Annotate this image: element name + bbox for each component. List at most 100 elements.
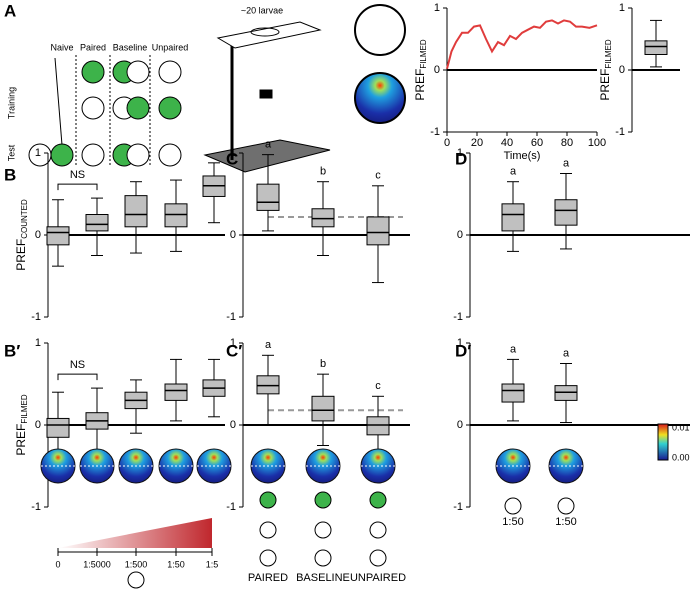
x-tick-label: 80 — [561, 137, 573, 149]
colorbar — [657, 423, 669, 461]
group-label: a — [510, 166, 517, 178]
concentration-wedge — [58, 518, 212, 548]
dish — [81, 96, 105, 120]
column-label: Unpaired — [152, 42, 189, 52]
bracket-label: NS — [70, 169, 85, 181]
category-label: PAIRED — [248, 572, 288, 584]
y-tick-label: 1 — [619, 2, 625, 14]
box — [554, 199, 578, 226]
dish — [369, 491, 387, 509]
category-label: 1:50 — [502, 516, 523, 528]
panel-letter: B′ — [4, 341, 20, 360]
box — [501, 203, 525, 232]
box — [644, 40, 668, 56]
x-tick-label: 100 — [588, 137, 606, 149]
heatmap — [354, 72, 406, 124]
box — [366, 216, 390, 246]
box — [256, 183, 280, 211]
y-tick-label: -1 — [615, 126, 625, 138]
dish — [158, 96, 182, 120]
dish — [127, 571, 145, 589]
box — [164, 383, 188, 401]
column-label: Naive — [50, 42, 73, 52]
y-tick-label: 1 — [434, 2, 440, 14]
bracket — [57, 183, 98, 191]
y-tick-label: -1 — [430, 126, 440, 138]
panel-letter: D — [455, 149, 467, 168]
y-axis-label-sub: FILMED — [604, 39, 613, 69]
dish — [314, 491, 332, 509]
box — [311, 395, 335, 422]
row-label: Test — [6, 144, 16, 161]
box — [164, 203, 188, 228]
y-tick-label: 0 — [434, 64, 440, 76]
y-axis-label: PREFFILMED — [598, 39, 613, 101]
panel-letter: A — [4, 1, 16, 20]
category-label: 1:50 — [555, 516, 576, 528]
dish — [81, 60, 105, 84]
dish — [314, 549, 332, 567]
y-tick-label: 0 — [35, 229, 41, 241]
track-plot — [354, 4, 406, 56]
box — [501, 383, 525, 403]
box — [554, 385, 578, 401]
y-axis-label: PREFFILMED — [413, 39, 428, 101]
group-label: b — [320, 358, 326, 370]
category-label: UNPAIRED — [350, 572, 406, 584]
y-tick-label: 1 — [35, 337, 41, 349]
y-tick-label: 1 — [35, 147, 41, 159]
y-tick-label: -1 — [226, 311, 236, 323]
y-tick-label: 1 — [230, 147, 236, 159]
box — [256, 375, 280, 395]
dish — [259, 491, 277, 509]
bracket — [57, 373, 98, 381]
dish — [50, 143, 74, 167]
group-label: a — [265, 339, 272, 351]
dish — [259, 521, 277, 539]
dish — [158, 143, 182, 167]
box — [46, 417, 70, 438]
box — [124, 195, 148, 228]
y-tick-label: -1 — [31, 311, 41, 323]
y-axis-label-main: PREF — [413, 69, 427, 101]
column-label: Baseline — [113, 42, 148, 52]
panel-letter: D′ — [455, 341, 471, 360]
dish — [259, 549, 277, 567]
y-axis-label-main: PREF — [14, 239, 28, 271]
group-label: c — [375, 380, 381, 392]
group-label: c — [375, 170, 381, 182]
y-axis-label: PREFCOUNTED — [14, 199, 29, 271]
group-label: b — [320, 166, 326, 178]
group-label: a — [563, 157, 570, 169]
y-tick-label: 0 — [619, 64, 625, 76]
y-tick-label: 0 — [457, 229, 463, 241]
dish — [369, 521, 387, 539]
y-axis-label-main: PREF — [14, 424, 28, 456]
y-tick-label: -1 — [453, 501, 463, 513]
y-tick-label: 0 — [230, 419, 236, 431]
dilution-label: 0 — [55, 559, 60, 569]
x-tick-label: 20 — [471, 137, 483, 149]
box — [366, 416, 390, 436]
dish — [504, 497, 522, 515]
y-tick-label: 1 — [457, 147, 463, 159]
camera — [259, 89, 273, 99]
colorbar-label: 0.01 — [672, 422, 690, 432]
y-tick-label: 0 — [230, 229, 236, 241]
panel-letter: C — [226, 149, 238, 168]
dish — [81, 143, 105, 167]
group-label: a — [265, 139, 272, 151]
stage — [216, 21, 322, 49]
y-axis-label-sub: COUNTED — [20, 199, 29, 239]
dish — [557, 497, 575, 515]
dish — [314, 521, 332, 539]
dish — [369, 549, 387, 567]
dish — [126, 60, 150, 84]
dish — [158, 60, 182, 84]
panel-letter: B — [4, 165, 16, 184]
schematic: A Naive Paired Baseline Unpaired Trainin… — [4, 1, 406, 173]
arrow — [54, 57, 63, 146]
colorbar-label: 0.00 — [672, 452, 690, 462]
dish — [250, 27, 280, 37]
